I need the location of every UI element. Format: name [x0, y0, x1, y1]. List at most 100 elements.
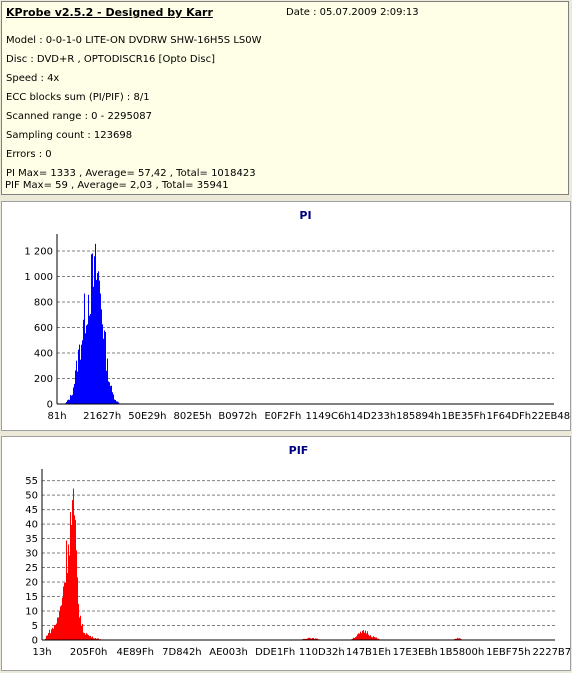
bar — [73, 387, 74, 404]
ecc-line: ECC blocks sum (PI/PIF) : 8/1 — [6, 92, 150, 103]
y-tick-label: 1 200 — [24, 246, 53, 257]
bar-series — [65, 244, 122, 404]
bar — [88, 295, 89, 404]
bar — [71, 525, 72, 640]
bar — [88, 635, 89, 640]
bar — [360, 632, 361, 640]
y-tick-label: 40 — [25, 520, 38, 531]
bar — [65, 583, 66, 640]
bar — [75, 520, 76, 640]
bar — [356, 636, 357, 640]
x-tick-label: 1BE35Fh — [441, 411, 485, 422]
y-tick-label: 800 — [34, 297, 53, 308]
disc-line: Disc : DVD+R , OPTODISCR16 [Opto Disc] — [6, 54, 215, 65]
bar — [97, 273, 98, 404]
bar — [359, 634, 360, 640]
bar — [364, 633, 365, 640]
bar — [370, 635, 371, 640]
bar-series — [45, 488, 463, 640]
bar — [79, 345, 80, 404]
bar — [49, 630, 50, 640]
bar — [77, 577, 78, 640]
bar — [114, 399, 115, 404]
bar — [96, 280, 97, 404]
bar — [59, 611, 60, 640]
bar — [107, 359, 108, 404]
bar — [55, 625, 56, 640]
y-tick-label: 30 — [25, 549, 38, 560]
bar — [106, 371, 107, 404]
bar — [105, 332, 106, 404]
bar — [104, 330, 105, 404]
bar — [80, 616, 81, 640]
x-tick-label: 50E29h — [128, 411, 166, 422]
bar — [81, 626, 82, 640]
bar — [86, 325, 87, 404]
bar — [62, 598, 63, 640]
bar — [87, 324, 88, 404]
bar — [63, 587, 64, 640]
bar — [95, 244, 96, 404]
bar — [83, 320, 84, 404]
bar — [82, 340, 83, 404]
bar — [103, 339, 104, 404]
bar — [52, 628, 53, 640]
bar — [68, 400, 69, 404]
x-tick-label: 14D233h — [350, 411, 396, 422]
bar — [361, 633, 362, 640]
bar — [76, 361, 77, 404]
bar — [92, 253, 93, 404]
date-label: Date : 05.07.2009 2:09:13 — [286, 7, 419, 18]
bar — [61, 605, 62, 640]
x-tick-label: 22EB48h — [532, 411, 570, 422]
bar — [369, 636, 370, 640]
bar — [362, 631, 363, 640]
y-tick-label: 20 — [25, 578, 38, 589]
y-tick-label: 0 — [32, 636, 38, 647]
bar — [82, 624, 83, 640]
bar — [102, 324, 103, 404]
x-tick-label: 1B5800h — [439, 647, 484, 658]
bar — [358, 633, 359, 640]
x-tick-label: 147B1Eh — [346, 647, 391, 658]
bar — [90, 636, 91, 640]
bar — [57, 618, 58, 640]
x-tick-label: 2227B7h — [532, 647, 570, 658]
pif-stats-line: PIF Max= 59 , Average= 2,03 , Total= 359… — [5, 180, 229, 191]
bar — [357, 635, 358, 640]
y-tick-label: 400 — [34, 348, 53, 359]
y-tick-label: 50 — [25, 491, 38, 502]
y-tick-label: 1 000 — [24, 272, 53, 283]
bar — [47, 635, 48, 640]
bar — [98, 271, 99, 404]
bar — [51, 629, 52, 640]
y-tick-label: 25 — [25, 563, 38, 574]
bar — [67, 400, 68, 404]
y-tick-label: 10 — [25, 607, 38, 618]
x-tick-label: 21627h — [83, 411, 121, 422]
bar — [91, 254, 92, 404]
bar — [78, 350, 79, 404]
x-tick-label: E0F2Fh — [264, 411, 301, 422]
bar — [92, 636, 93, 640]
bar — [74, 515, 75, 640]
bar — [94, 256, 95, 404]
bar — [76, 550, 77, 640]
x-tick-label: 110D32h — [299, 647, 345, 658]
bar — [70, 512, 71, 640]
x-tick-label: 1149C6h — [306, 411, 351, 422]
bar — [363, 630, 364, 640]
bar — [115, 400, 116, 404]
bar — [60, 606, 61, 640]
bar — [69, 555, 70, 640]
sampling-line: Sampling count : 123698 — [6, 130, 132, 141]
bar — [69, 400, 70, 404]
y-tick-label: 600 — [34, 323, 53, 334]
x-tick-label: 81h — [47, 411, 66, 422]
speed-line: Speed : 4x — [6, 73, 59, 84]
bar — [84, 633, 85, 640]
bar — [56, 624, 57, 640]
bar — [54, 625, 55, 640]
